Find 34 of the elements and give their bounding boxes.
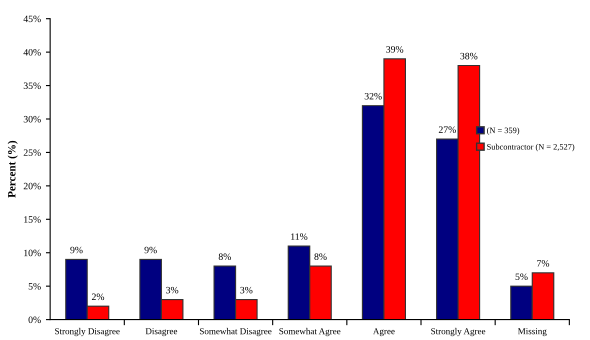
x-tick-label: Agree	[372, 328, 395, 336]
y-tick-label: 30%	[24, 116, 41, 122]
y-tick-label: 20%	[24, 182, 41, 190]
y-tick-label: 45%	[23, 16, 41, 22]
x-tick-label: Disagree	[146, 328, 178, 336]
legend-label: Subcontractor (N = 2,527)	[487, 144, 574, 152]
data-label: 3%	[166, 286, 178, 294]
x-tick-label: Somewhat Disagree	[200, 328, 272, 336]
y-tick-label: 15%	[24, 216, 41, 223]
data-label: 8%	[218, 253, 231, 260]
x-tick-label: Somewhat Agree	[279, 328, 340, 336]
y-tick-label: 0%	[28, 316, 41, 324]
data-label: 38%	[460, 52, 478, 60]
data-label: 32%	[364, 92, 382, 100]
x-tick-label: Missing	[518, 328, 547, 336]
data-label: 9%	[144, 246, 157, 254]
data-label: 11%	[291, 233, 308, 240]
data-label: 39%	[386, 46, 404, 53]
y-tick-label: 25%	[24, 149, 41, 156]
y-tick-label: 40%	[23, 49, 41, 56]
data-label: 7%	[537, 260, 550, 267]
y-tick-label: 5%	[28, 283, 41, 290]
data-label: 8%	[314, 253, 327, 260]
data-label: 5%	[516, 273, 528, 280]
x-tick-label: Strongly Agree	[431, 328, 486, 336]
legend-label: (N = 359)	[486, 127, 520, 135]
x-tick-label: Strongly Disagree	[55, 328, 120, 336]
data-label: 3%	[240, 286, 252, 294]
data-label: 2%	[92, 294, 104, 300]
y-axis-title: Percent (%)	[8, 140, 18, 198]
data-label: 27%	[438, 126, 456, 133]
y-tick-label: 10%	[24, 250, 41, 256]
y-tick-label: 35%	[24, 82, 41, 90]
data-label: 9%	[70, 246, 83, 254]
